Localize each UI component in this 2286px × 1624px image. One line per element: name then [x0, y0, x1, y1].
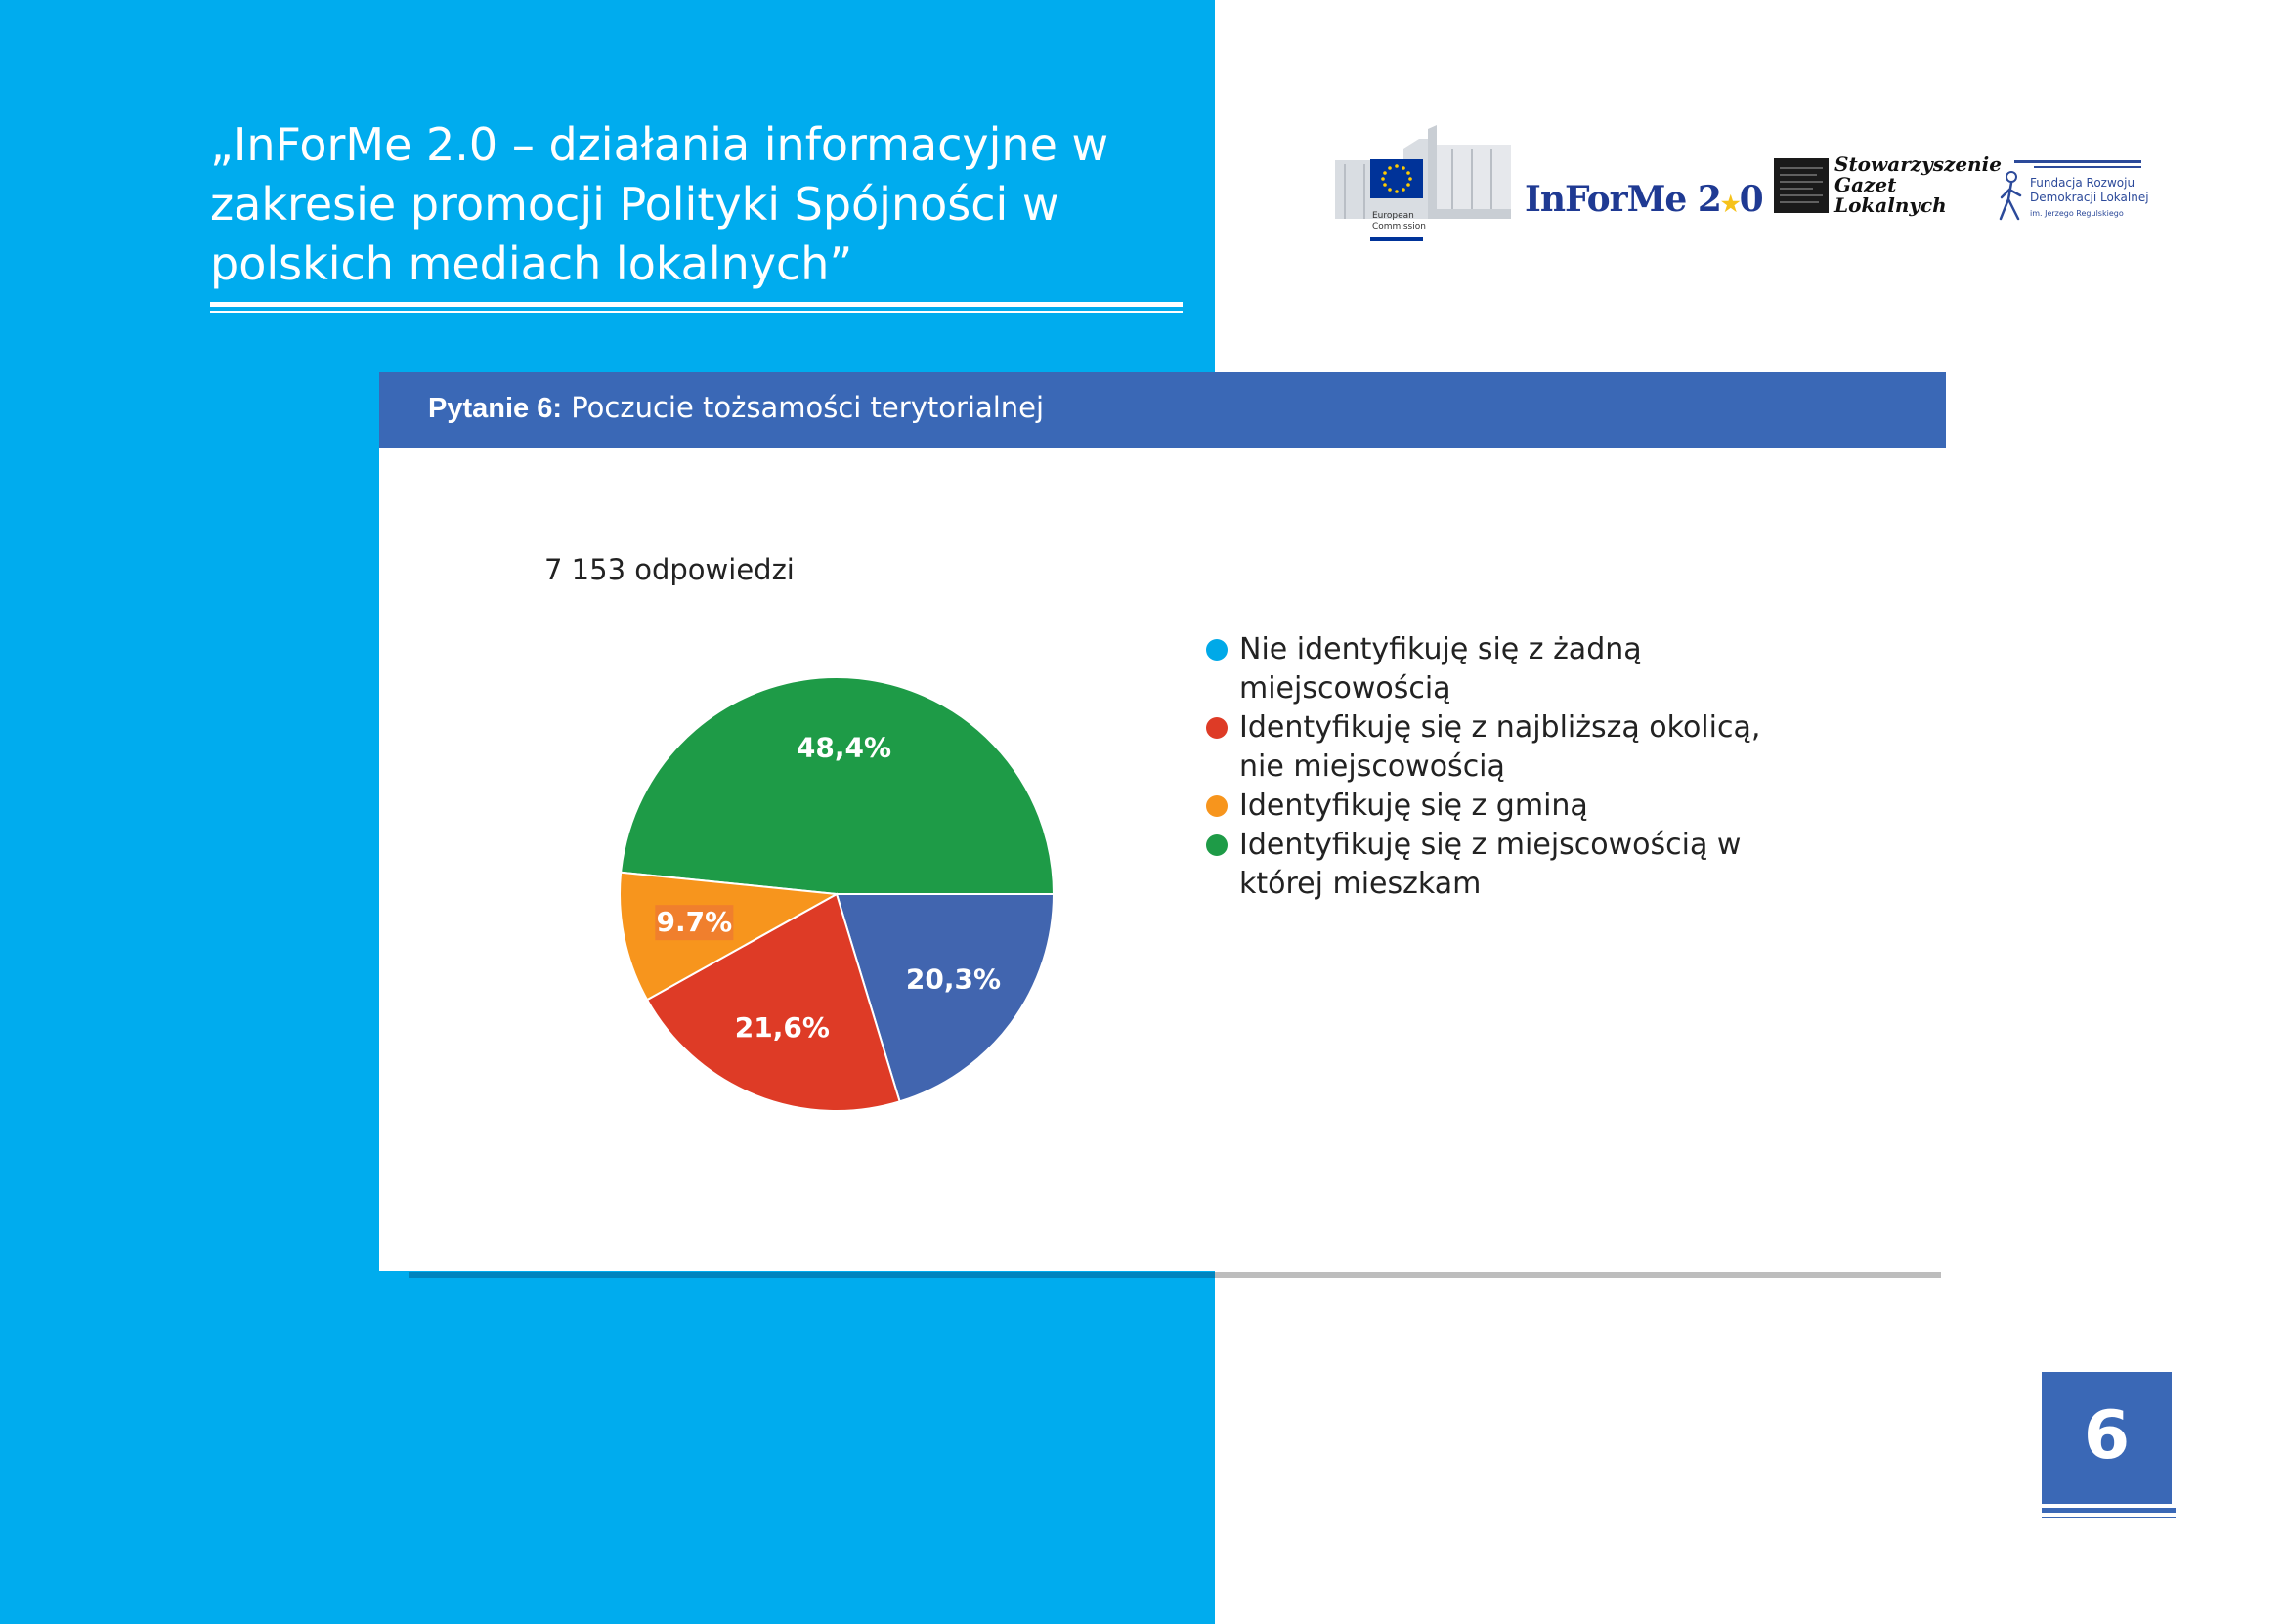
fundacja-logo: Fundacja Rozwoju Demokracji Lokalnej im.…	[1997, 158, 2173, 229]
ec-logo-line1: European	[1372, 211, 1414, 221]
informe-logo-text-b: 0	[1739, 179, 1764, 220]
legend-item: Identyfikuję się z miejscowością w które…	[1204, 826, 1810, 904]
pie-slice	[645, 892, 901, 1112]
legend-label: Identyfikuję się z gminą	[1239, 789, 1588, 823]
fundacja-bars-icon	[2014, 160, 2141, 168]
legend-dot-icon	[1206, 834, 1228, 856]
sgl-logo-line3: Lokalnych	[1834, 193, 1947, 217]
responses-count: 7 153 odpowiedzi	[544, 553, 795, 586]
sgl-logo-line1: Stowarzyszenie	[1834, 152, 2002, 176]
pie-slice	[835, 893, 1056, 1103]
question-text: Poczucie tożsamości terytorialnej	[571, 391, 1045, 424]
informe-logo-text-a: InForMe 2	[1525, 179, 1722, 220]
title-rule-thick	[210, 302, 1183, 307]
card-shadow-gray	[1215, 1272, 1941, 1278]
page-number-box: 6	[2042, 1372, 2172, 1504]
slice-label: 48,4%	[797, 731, 891, 763]
fundacja-logo-line2: Demokracji Lokalnej	[2030, 191, 2149, 204]
legend-item: Nie identyfikuję się z żadną miejscowośc…	[1204, 630, 1810, 708]
card-header: Pytanie 6: Poczucie tożsamości terytoria…	[379, 372, 1946, 448]
sgl-logo-line2: Gazet	[1834, 173, 1897, 196]
slice-label: 21,6%	[735, 1011, 830, 1044]
legend-label: Identyfikuję się z miejscowością w które…	[1239, 828, 1742, 901]
star-icon: ★	[1720, 192, 1741, 217]
question-label: Pytanie 6:	[428, 393, 562, 424]
page-rule-thick	[2042, 1508, 2176, 1513]
legend-item: Identyfikuję się z gminą	[1204, 787, 1810, 826]
fundacja-logo-line1: Fundacja Rozwoju	[2030, 176, 2135, 190]
slice-label: 20,3%	[906, 963, 1001, 996]
fundacja-logo-line3: im. Jerzego Regulskiego	[2030, 209, 2124, 218]
legend-dot-icon	[1206, 639, 1228, 661]
legend-dot-icon	[1206, 717, 1228, 739]
legend-dot-icon	[1206, 795, 1228, 817]
legend-label: Nie identyfikuję się z żadną miejscowośc…	[1239, 632, 1642, 705]
slice-label: 9.7%	[657, 906, 733, 938]
document-title: „InForMe 2.0 – działania informacyjne w …	[210, 118, 1109, 290]
sgl-logo: Stowarzyszenie Gazet Lokalnych	[1774, 154, 2002, 219]
page-rule-thin	[2042, 1517, 2176, 1518]
informe-logo: InForMe 2★0	[1525, 179, 1764, 220]
legend-item: Identyfikuję się z najbliższą okolicą, n…	[1204, 708, 1810, 787]
eu-stars-icon	[1381, 164, 1412, 193]
page-number: 6	[2083, 1397, 2131, 1474]
pie-slice	[620, 676, 1056, 895]
legend-label: Identyfikuję się z najbliższą okolicą, n…	[1239, 710, 1761, 784]
newspaper-icon	[1774, 158, 1829, 213]
title-rule-thin	[210, 311, 1183, 313]
card-shadow-blue	[409, 1272, 1216, 1278]
walking-person-icon	[1999, 171, 2022, 221]
ec-logo-line2: Commission	[1372, 222, 1426, 232]
chart-legend: Nie identyfikuję się z żadną miejscowośc…	[1204, 630, 1810, 904]
slice-label-background	[655, 905, 734, 941]
european-commission-logo: European Commission	[1335, 125, 1515, 246]
european-commission-building-icon	[1335, 125, 1515, 241]
pie-chart: 48,4% 20,3% 21,6% 9.7%	[619, 676, 1056, 1112]
